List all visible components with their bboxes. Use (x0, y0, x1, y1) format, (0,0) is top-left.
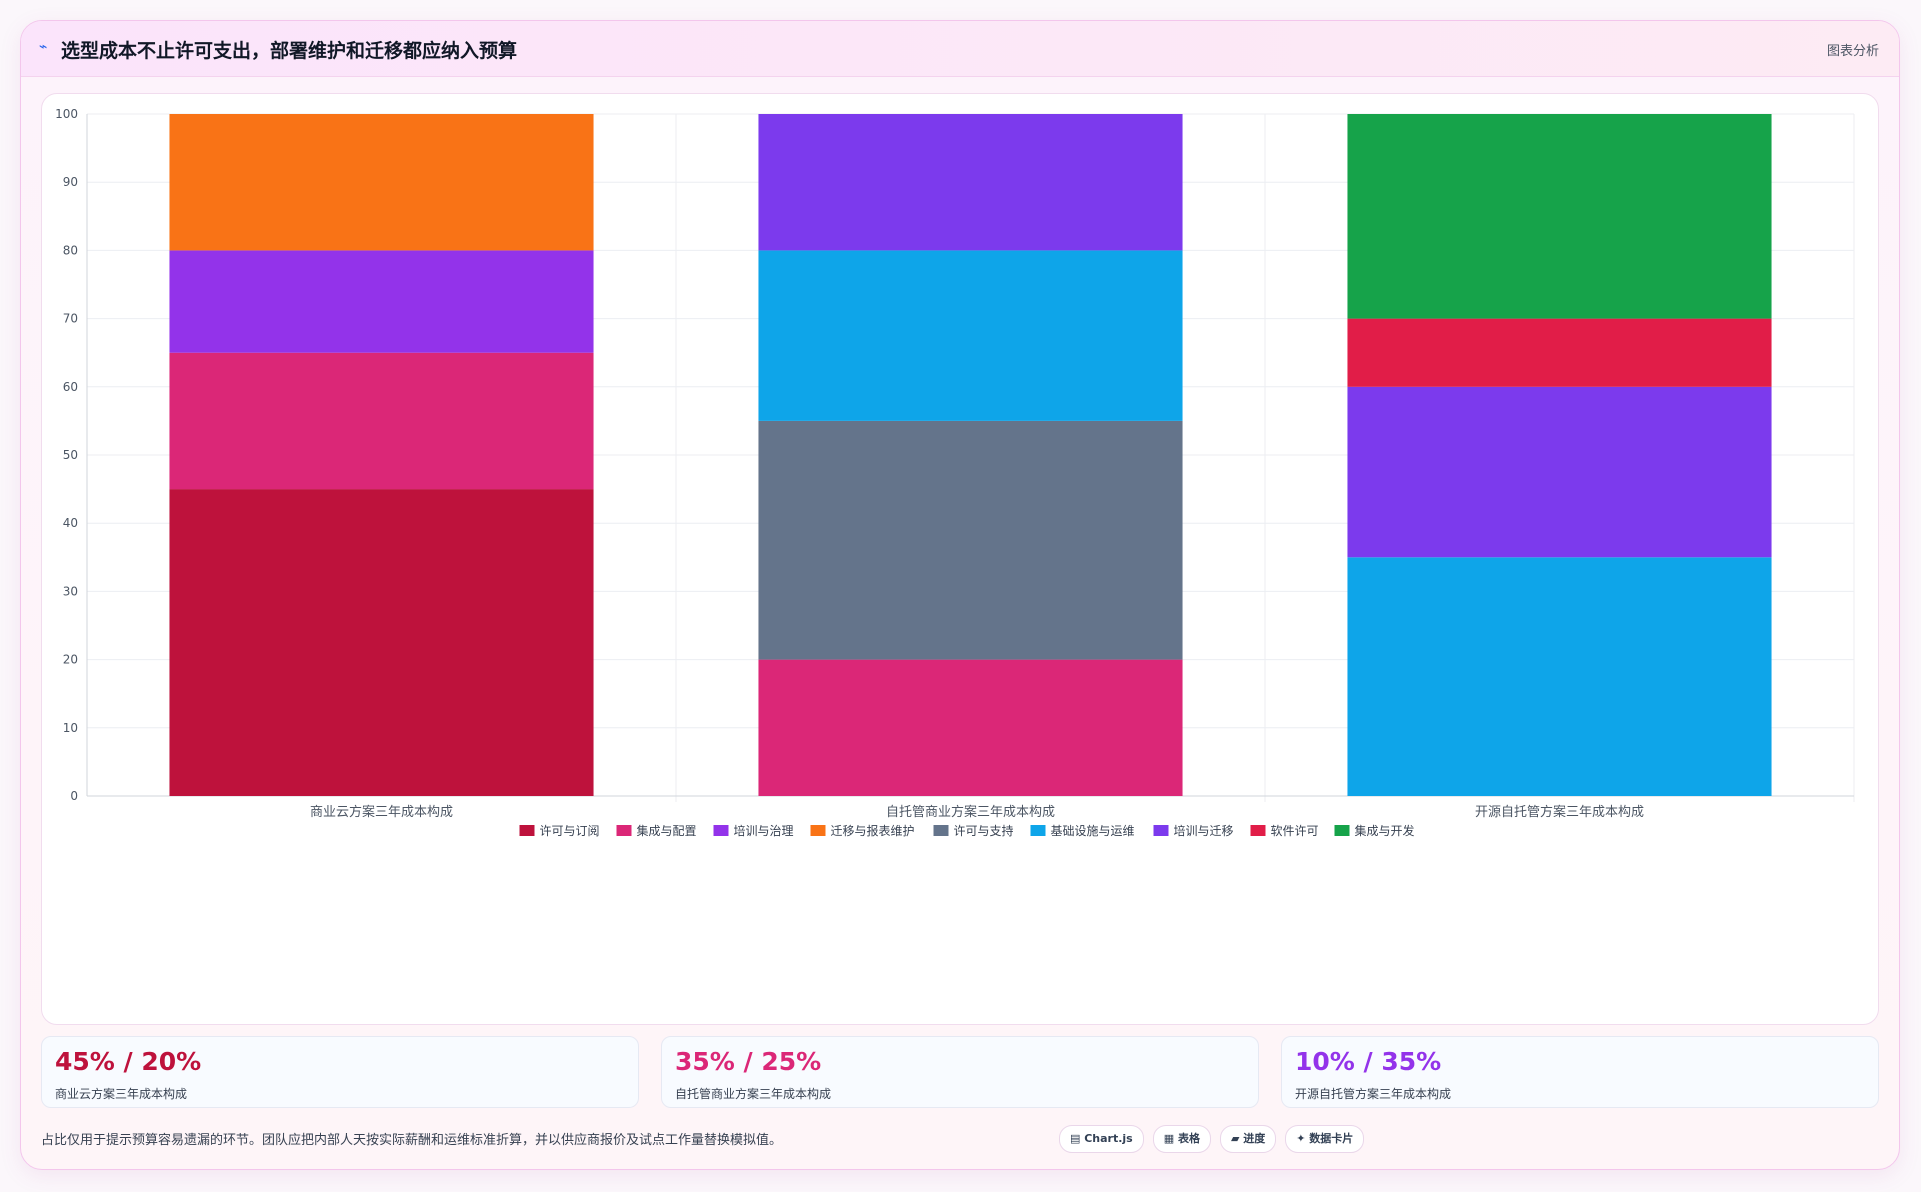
tool-chips: ▤ Chart.js ▦ 表格 ▰ 进度 ✦ 数据卡片 (1059, 1125, 1365, 1153)
legend-label: 迁移与报表维护 (831, 823, 915, 838)
legend-swatch (933, 825, 949, 836)
y-tick-label: 100 (55, 107, 78, 121)
chip-data-card[interactable]: ✦ 数据卡片 (1285, 1125, 1365, 1153)
x-tick-label: 自托管商业方案三年成本构成 (886, 804, 1055, 820)
stat-card-cloud: 45% / 20% 商业云方案三年成本构成 (41, 1036, 639, 1108)
chart-analysis-link[interactable]: 图表分析 (1826, 44, 1879, 59)
bar-segment (1347, 318, 1772, 387)
y-tick-label: 80 (63, 243, 78, 257)
stat-label: 商业云方案三年成本构成 (55, 1087, 188, 1101)
stat-label: 开源自托管方案三年成本构成 (1295, 1087, 1452, 1101)
legend-swatch (810, 825, 826, 836)
x-tick-label: 开源自托管方案三年成本构成 (1475, 804, 1644, 820)
legend-swatch (519, 825, 535, 836)
bar-segment (1347, 114, 1772, 319)
y-tick-label: 10 (63, 721, 78, 735)
legend-label: 培训与治理 (734, 823, 794, 838)
y-tick-label: 20 (63, 653, 78, 667)
legend-swatch (1153, 825, 1169, 836)
legend-label: 软件许可 (1271, 824, 1319, 838)
y-tick-label: 40 (63, 516, 78, 530)
x-tick-label: 商业云方案三年成本构成 (310, 804, 453, 820)
stat-value: 10% / 35% (1295, 1047, 1442, 1076)
y-tick-label: 30 (63, 584, 78, 598)
legend-swatch (1030, 825, 1046, 836)
bar-segment (169, 114, 594, 251)
chart-line-icon: ⌁ (39, 39, 48, 55)
legend-swatch (1250, 825, 1266, 836)
bar-segment (758, 420, 1183, 660)
y-tick-label: 50 (63, 448, 78, 462)
bar-segment (1347, 386, 1772, 558)
bar-segment (169, 250, 594, 353)
bar-segment (1347, 557, 1772, 796)
bar-segment (758, 659, 1183, 796)
chart-card: ⌁ 选型成本不止许可支出，部署维护和迁移都应纳入预算 图表分析 0 10 20 30 4… (20, 20, 1900, 1170)
chip-progress[interactable]: ▰ 进度 (1219, 1125, 1277, 1153)
stat-value: 35% / 25% (675, 1047, 822, 1076)
legend-label: 许可与订阅 (540, 824, 600, 838)
footnote: 占比仅用于提示预算容易遗漏的环节。团队应把内部人天按实际薪酬和运维标准折算，并以… (41, 1133, 783, 1148)
stat-value: 45% / 20% (55, 1047, 202, 1076)
legend-label: 许可与支持 (954, 823, 1014, 838)
legend-label: 集成与配置 (637, 823, 697, 838)
stat-card-self-hosted: 35% / 25% 自托管商业方案三年成本构成 (661, 1036, 1259, 1108)
legend-swatch (616, 825, 632, 836)
legend-swatch (713, 825, 729, 836)
legend-label: 集成与开发 (1355, 823, 1415, 838)
chart-panel: 0 10 20 30 40 50 60 70 80 90 100 商业云方案三年成本构成 自托管商业方案… (41, 93, 1879, 1025)
page-title: 选型成本不止许可支出，部署维护和迁移都应纳入预算 (61, 40, 518, 62)
y-tick-label: 0 (70, 789, 78, 803)
y-tick-label: 60 (63, 380, 78, 394)
chip-table[interactable]: ▦ 表格 (1152, 1125, 1211, 1153)
y-tick-label: 90 (63, 175, 78, 189)
stat-card-open-source: 10% / 35% 开源自托管方案三年成本构成 (1281, 1036, 1879, 1108)
legend-label: 基础设施与运维 (1051, 824, 1135, 838)
stacked-bar-chart: 0 10 20 30 40 50 60 70 80 90 100 商业云方案三年成本构成 自托管商业方案… (55, 107, 1855, 838)
legend-label: 培训与迁移 (1174, 823, 1234, 838)
bar-segment (758, 250, 1183, 421)
chip-chartjs[interactable]: ▤ Chart.js (1059, 1125, 1144, 1153)
y-tick-label: 70 (63, 312, 78, 326)
legend-swatch (1334, 825, 1350, 836)
bar-segment (169, 489, 594, 796)
bar-segment (169, 352, 594, 490)
card-header: ⌁ 选型成本不止许可支出，部署维护和迁移都应纳入预算 图表分析 (21, 21, 1899, 77)
bar-segment (758, 114, 1183, 251)
stat-label: 自托管商业方案三年成本构成 (675, 1087, 832, 1101)
